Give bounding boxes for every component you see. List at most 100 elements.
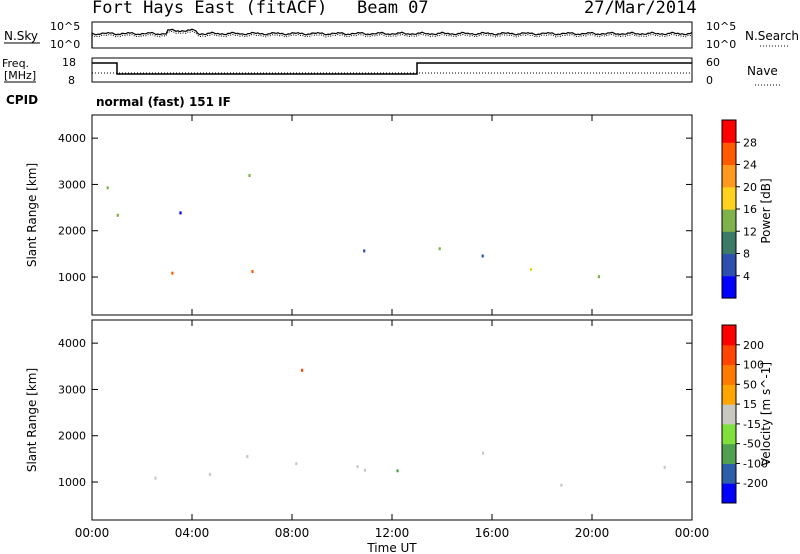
data-cell [481,451,485,455]
power-y-axis-label: Slant Range [km] [25,163,39,267]
data-cell [597,275,600,279]
colorbar-tick-label: -100 [743,457,768,470]
freq-line [92,62,692,75]
data-cell [116,213,119,217]
x-tick-label: 04:00 [175,526,210,540]
colorbar-segment [722,384,736,405]
data-cell [481,254,484,258]
data-cell [171,271,174,275]
colorbar-tick-label: 24 [743,159,757,172]
data-cell [560,483,563,487]
y-tick-label: 1000 [58,476,86,489]
freq-tick-top: 18 [62,56,76,69]
colorbar-tick-label: 12 [743,225,757,238]
noise-tick-right-top: 10^5 [706,20,736,33]
colorbar-segment [722,463,736,484]
station-title: Fort Hays East (fitACF) [92,0,328,18]
data-cell [363,468,367,472]
colorbar-frame [721,324,737,504]
data-cell [251,270,254,274]
date-title: 27/Mar/2014 [584,0,697,18]
colorbar-tick-label: 100 [743,359,764,372]
freq-panel: Freq. [MHz] 18 8 60 0 Nave [2,56,780,87]
data-cell [363,249,366,253]
colorbar-tick-label: 15 [743,398,757,411]
x-tick-label: 20:00 [575,526,610,540]
colorbar-segment [722,325,736,346]
colorbar-segment [722,483,736,504]
power-colorbar: 4 8 12 16 20 24 28 [721,119,757,299]
nave-tick-top: 60 [706,56,720,69]
data-cell [356,465,359,469]
noise-tick-right-bottom: 10^0 [706,38,736,51]
colorbar-segment [722,344,736,366]
y-tick-label: 3000 [58,383,86,396]
freq-tick-bottom: 8 [68,74,75,87]
freq-unit-label: [MHz] [4,69,36,82]
x-tick-label: 08:00 [275,526,310,540]
colorbar-tick-label: 50 [743,378,757,391]
x-tick-label: 16:00 [475,526,510,540]
nsky-label: N.Sky [4,29,38,43]
colorbar-segment [722,209,736,232]
y-tick-label: 4000 [58,337,86,350]
velocity-panel: 1000 2000 3000 4000 Slant Range [km] 200 100… [25,319,773,521]
noise-search-line [91,30,693,38]
y-tick-label: 3000 [58,178,86,191]
power-colorbar-label: Power [dB] [759,178,773,243]
colorbar-tick-label: 28 [743,136,757,149]
x-axis-label: Time UT [366,541,417,554]
colorbar-tick-label: -50 [743,438,761,451]
data-cell [663,465,666,469]
data-cell [208,473,212,476]
velocity-data [154,368,666,487]
cpid-text: normal (fast) 151 IF [96,95,231,109]
data-cell [438,247,441,251]
colorbar-tick-label: -15 [743,418,761,431]
noise-tick-left-top: 10^5 [50,20,80,33]
colorbar-tick-label: 16 [743,203,757,216]
freq-label: Freq. [2,57,29,70]
colorbar-segment [722,120,736,143]
noise-sky-line [91,28,693,48]
colorbar-tick-label: 8 [743,248,750,261]
velocity-colorbar-label: Velocity [m s^-1] [759,362,773,466]
data-cell [295,462,298,466]
data-cell [530,268,533,271]
velocity-y-axis-label: Slant Range [km] [25,368,39,472]
colorbar-tick-label: 4 [743,270,750,283]
beam-title: Beam 07 [357,0,429,18]
x-tick-label: 12:00 [375,526,410,540]
colorbar-segment [722,404,736,425]
data-cell [106,186,109,190]
colorbar-segment [722,231,736,255]
data-cell [154,476,157,480]
colorbar-segment [722,186,736,210]
data-cell [248,174,251,177]
data-cell [301,368,304,372]
power-data [106,174,600,279]
noise-tick-left-bottom: 10^0 [50,38,80,51]
y-tick-label: 2000 [58,225,86,238]
y-tick-label: 2000 [58,430,86,443]
x-tick-label: 00:00 [675,526,710,540]
nsearch-label: N.Search [745,29,799,43]
data-cell [179,211,182,215]
colorbar-segment [722,423,736,445]
colorbar-segment [722,364,736,385]
nave-tick-bottom: 0 [706,74,713,87]
data-cell [396,469,399,473]
power-panel: 1000 2000 3000 4000 Slant Range [km] 4 8 12 16… [25,114,773,316]
colorbar-tick-label: 20 [743,181,757,194]
noise-panel: N.Sky 10^5 10^0 10^5 10^0 N.Search [4,20,799,51]
colorbar-segment [722,164,736,188]
colorbar-segment [722,443,736,464]
x-tick-label: 00:00 [75,526,110,540]
colorbar-segment [722,253,736,277]
velocity-colorbar: 200 100 50 15 -15 -50 -100 -200 [721,324,768,504]
colorbar-segment [722,275,736,299]
colorbar-tick-label: 200 [743,339,764,352]
colorbar-segment [722,142,736,166]
